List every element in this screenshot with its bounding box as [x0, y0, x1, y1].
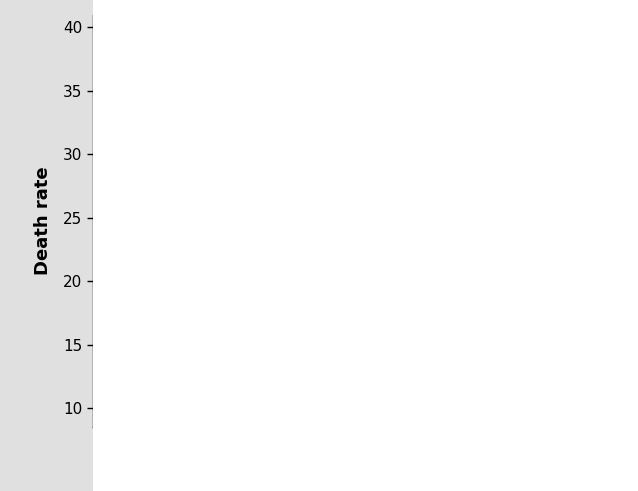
Point [494, 144, 504, 152]
Point [214, 87, 224, 95]
Point [494, 265, 504, 273]
Point [214, 195, 224, 203]
Point [214, 169, 224, 177]
Point [494, 404, 504, 412]
Point [214, 410, 224, 418]
Point [214, 252, 224, 260]
Point [214, 132, 224, 139]
Point [494, 150, 504, 158]
Point [214, 36, 224, 44]
Point [214, 297, 224, 304]
Point [214, 297, 224, 304]
Point [494, 176, 504, 184]
Point [494, 55, 504, 63]
Point [494, 87, 504, 95]
Point [494, 87, 504, 95]
Y-axis label: Death rate: Death rate [34, 166, 52, 275]
Point [494, 144, 504, 152]
Point [494, 277, 504, 285]
Point [494, 214, 504, 222]
Point [214, 176, 224, 184]
Point [214, 290, 224, 298]
Point [214, 220, 224, 228]
Point [494, 214, 504, 222]
X-axis label: Estate tax rate: Estate tax rate [283, 467, 434, 485]
